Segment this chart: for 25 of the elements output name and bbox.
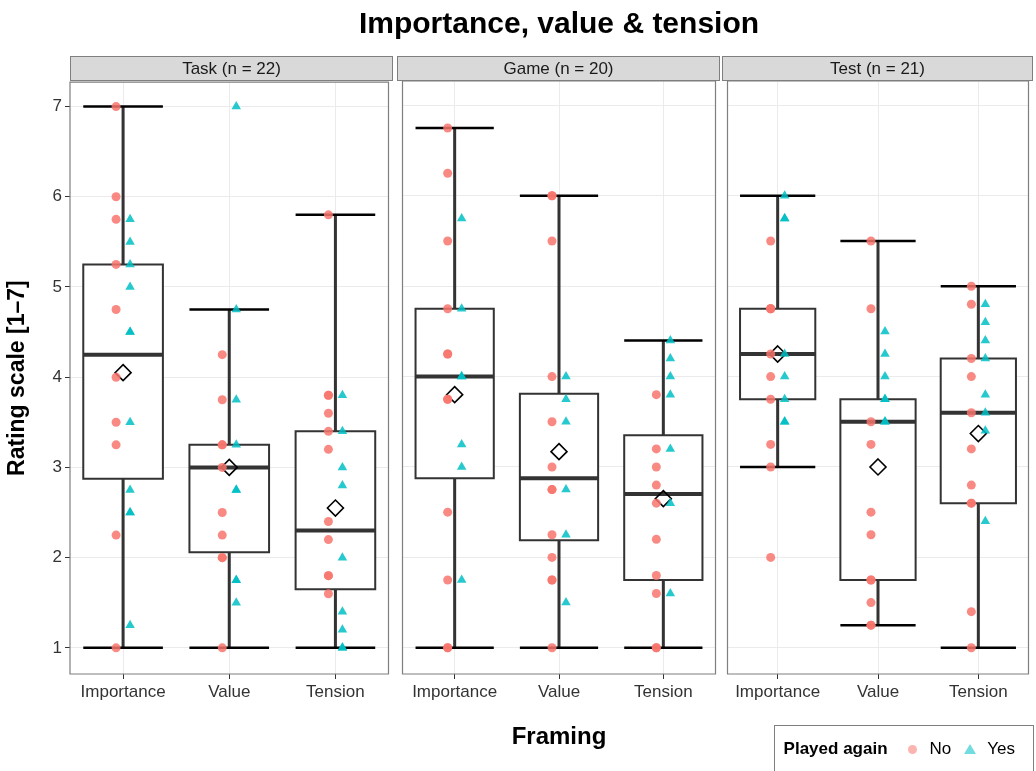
y-tick-label: 4 (52, 366, 62, 386)
legend-label: No (929, 739, 952, 759)
x-tick-label: Importance (80, 681, 166, 701)
y-tick-label: 1 (52, 637, 62, 657)
x-tick-label: Tension (306, 681, 365, 701)
chart-subtitle: Task (n = 22) (70, 56, 393, 81)
chart-title: Importance, value & tension (358, 6, 760, 40)
y-tick-label: 2 (52, 547, 62, 567)
chart-subtitle: Test (n = 21) (722, 56, 1033, 81)
y-axis-title: Rating scale [1–7] (3, 280, 30, 476)
legend-label: Yes (987, 739, 1015, 759)
y-tick-label: 7 (52, 96, 62, 116)
x-tick-label: Tension (949, 681, 1008, 701)
x-tick-label: Value (537, 681, 581, 701)
x-tick-label: Tension (634, 681, 693, 701)
y-tick-label: 5 (52, 276, 62, 296)
chart-subtitle: Game (n = 20) (397, 56, 720, 81)
legend-title: Played again (783, 739, 888, 759)
x-axis-title: Framing (511, 722, 607, 750)
y-tick-label: 6 (52, 186, 62, 206)
y-tick-label: 3 (52, 457, 62, 477)
x-tick-label: Value (856, 681, 900, 701)
x-tick-label: Importance (735, 681, 821, 701)
x-tick-label: Importance (412, 681, 498, 701)
x-tick-label: Value (208, 681, 251, 701)
